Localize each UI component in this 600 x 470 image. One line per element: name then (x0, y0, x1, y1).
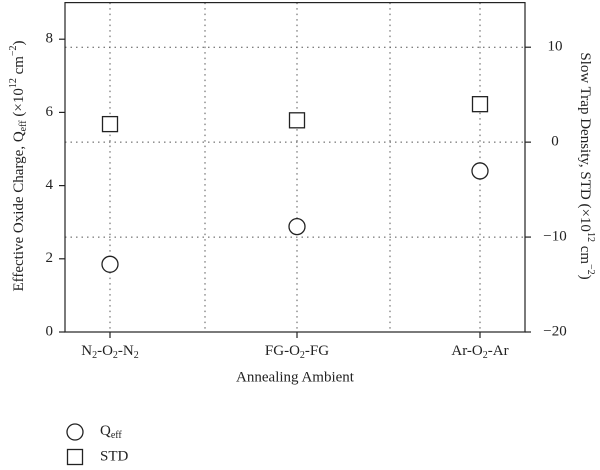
x-tick-label-sub: 2 (300, 350, 305, 361)
x-tick-label: N2​-O2​-N2​ (81, 343, 139, 361)
y-axis-label-part: Effective Oxide Charge, Q (11, 131, 27, 291)
x-tick-label-part: -O (97, 343, 113, 359)
x-tick-label: Ar-O2​-Ar (451, 343, 508, 361)
legend-marker (66, 448, 84, 466)
x-tick-label-part: N (81, 343, 92, 359)
y2-axis-label: Slow Trap Density, STD (×1012​ cm−2​) (577, 52, 596, 279)
y-axis-label-sub: eff (18, 120, 29, 132)
marker-circle (471, 162, 489, 180)
legend-label: STD (100, 448, 129, 464)
marker-circle (288, 217, 306, 236)
legend-marker (66, 423, 84, 441)
marker-circle (101, 255, 119, 273)
plot-frame (64, 1, 526, 333)
marker-square (101, 115, 119, 133)
marker-square (288, 112, 306, 129)
x-tick-label-part: -FG (305, 343, 329, 359)
x-tick-label: FG-O2​-FG (265, 343, 329, 361)
y-tick-label: 6 (46, 104, 54, 120)
y2-axis-label-sup: −2 (585, 264, 596, 275)
x-tick-label-sub: 2 (483, 350, 488, 361)
x-axis-label: Annealing Ambient (236, 369, 355, 385)
y2-axis-label-part: cm (577, 242, 593, 264)
y2-tick-label: 0 (551, 134, 559, 150)
y-axis-label-sup: −2 (8, 45, 19, 56)
x-tick-label-part: FG-O (265, 343, 300, 359)
y-tick-label: 2 (46, 250, 54, 266)
y-axis-label-part: cm (11, 56, 27, 78)
x-tick-label-part: -N (118, 343, 134, 359)
y-tick-label: 0 (46, 323, 54, 339)
y-tick-label: 4 (46, 177, 54, 193)
x-tick-label-sub: 2 (92, 350, 97, 361)
y-tick-label: 8 (46, 31, 54, 47)
x-tick-label-part: -Ar (488, 343, 509, 359)
marker-square (471, 96, 489, 113)
y-axis-label-sup: 12 (8, 78, 19, 88)
y2-axis-label-sup: 12 (585, 232, 596, 242)
y-axis-label-part: ) (11, 40, 27, 45)
legend-label: Qeff​ (100, 423, 122, 441)
y2-tick-label: −20 (543, 323, 566, 339)
x-tick-label-sub: 2 (113, 350, 118, 361)
y2-tick-label: 10 (548, 39, 563, 55)
y2-axis-label-part: Slow Trap Density, STD (×10 (577, 52, 593, 232)
y-axis-label: Effective Oxide Charge, Qeff​ (×1012​ cm… (8, 40, 29, 291)
legend-label-sub: eff (111, 430, 123, 441)
y-axis-label-part: (×10 (11, 88, 27, 120)
legend-label-part: Q (100, 423, 111, 439)
y2-axis-label-part: ) (577, 275, 593, 280)
x-tick-label-part: Ar-O (451, 343, 483, 359)
y2-tick-label: −10 (543, 229, 566, 245)
x-tick-label-sub: 2 (134, 350, 139, 361)
